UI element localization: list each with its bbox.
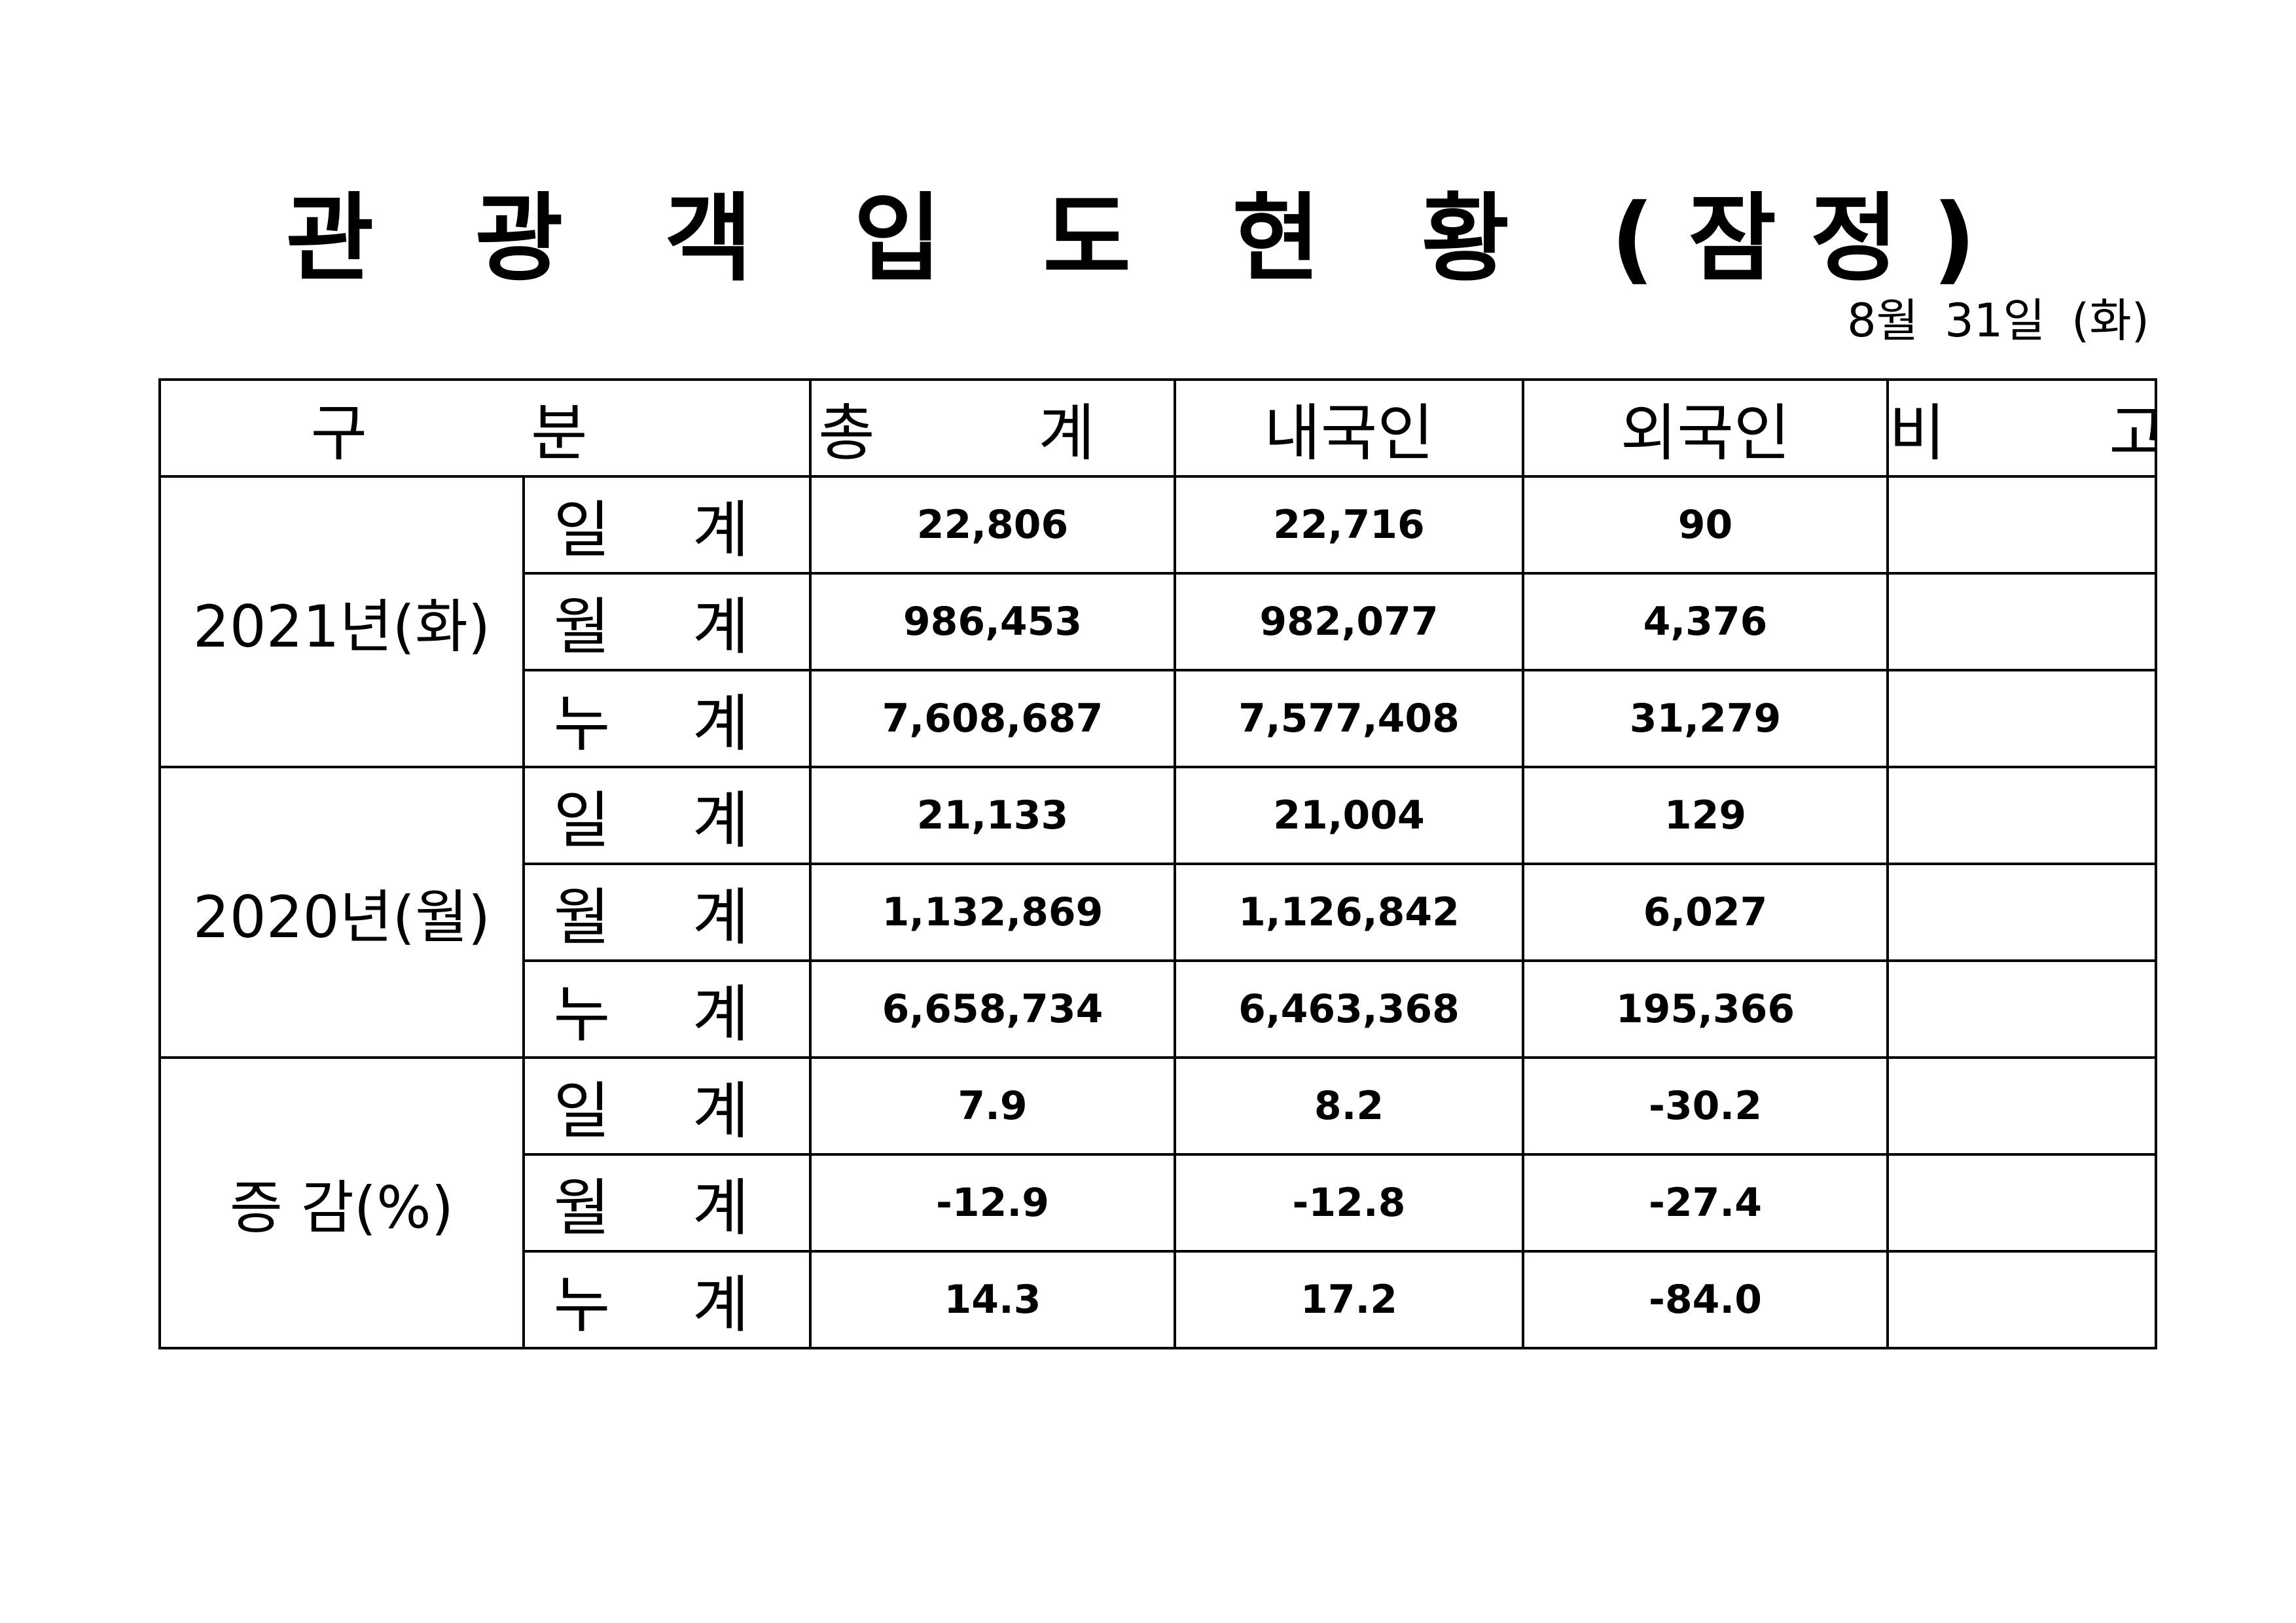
cell-total: 1,132,869 bbox=[809, 863, 1176, 962]
cell-remarks bbox=[1886, 669, 2157, 768]
header-foreign: 외국인 bbox=[1522, 378, 1889, 478]
cell-total: 986,453 bbox=[809, 572, 1176, 671]
row-label: 월 계 bbox=[522, 1153, 812, 1253]
cell-remarks bbox=[1886, 475, 2157, 575]
cell-domestic: 982,077 bbox=[1174, 572, 1524, 671]
header-remarks: 비 고 bbox=[1886, 378, 2157, 478]
group-label-2021: 2021년(화) bbox=[158, 475, 525, 768]
cell-remarks bbox=[1886, 766, 2157, 865]
cell-total: 22,806 bbox=[809, 475, 1176, 575]
header-total: 총 계 bbox=[809, 378, 1176, 478]
table-row: 월 계 986,453 982,077 4,376 bbox=[160, 572, 2157, 671]
row-label: 월 계 bbox=[522, 863, 812, 962]
cell-total: 6,658,734 bbox=[809, 959, 1176, 1059]
row-label: 일 계 bbox=[522, 475, 812, 575]
cell-domestic: 1,126,842 bbox=[1174, 863, 1524, 962]
table-row: 누 계 14.3 17.2 -84.0 bbox=[160, 1250, 2157, 1349]
cell-foreign: -30.2 bbox=[1522, 1056, 1889, 1156]
cell-remarks bbox=[1886, 863, 2157, 962]
cell-total: 14.3 bbox=[809, 1250, 1176, 1349]
cell-domestic: 7,577,408 bbox=[1174, 669, 1524, 768]
header-row: 구 분 총 계 내국인 외국인 비 고 bbox=[158, 378, 2157, 478]
table-row: 2020년(월) 일 계 21,133 21,004 129 bbox=[158, 766, 2157, 1059]
row-label: 월 계 bbox=[522, 572, 812, 671]
header-domestic: 내국인 bbox=[1174, 378, 1524, 478]
cell-total: 7,608,687 bbox=[809, 669, 1176, 768]
row-label: 누 계 bbox=[522, 959, 812, 1059]
row-label: 일 계 bbox=[522, 1056, 812, 1156]
cell-remarks bbox=[1886, 1153, 2157, 1253]
cell-remarks bbox=[1886, 1250, 2157, 1349]
row-label: 누 계 bbox=[522, 1250, 812, 1349]
tourist-arrivals-table: 구 분 총 계 내국인 외국인 비 고 2021년(화) 일 계 22,806 … bbox=[158, 378, 2157, 1349]
cell-remarks bbox=[1886, 572, 2157, 671]
page-title: 관 광 객 입 도 현 황 (잠정) bbox=[285, 183, 2011, 294]
cell-domestic: 21,004 bbox=[1174, 766, 1524, 865]
cell-foreign: 90 bbox=[1522, 475, 1889, 575]
cell-foreign: 195,366 bbox=[1522, 959, 1889, 1059]
report-date: 8월 31일 (화) bbox=[1847, 294, 2149, 348]
table-row: 월 계 1,132,869 1,126,842 6,027 bbox=[160, 863, 2157, 962]
row-label: 일 계 bbox=[522, 766, 812, 865]
cell-foreign: -84.0 bbox=[1522, 1250, 1889, 1349]
cell-domestic: 6,463,368 bbox=[1174, 959, 1524, 1059]
cell-total: 21,133 bbox=[809, 766, 1176, 865]
cell-remarks bbox=[1886, 959, 2157, 1059]
cell-foreign: 31,279 bbox=[1522, 669, 1889, 768]
table-row: 2021년(화) 일 계 22,806 22,716 90 bbox=[158, 475, 2157, 768]
cell-domestic: -12.8 bbox=[1174, 1153, 1524, 1253]
cell-remarks bbox=[1886, 1056, 2157, 1156]
cell-domestic: 8.2 bbox=[1174, 1056, 1524, 1156]
group-label-2020: 2020년(월) bbox=[158, 766, 525, 1059]
cell-total: 7.9 bbox=[809, 1056, 1176, 1156]
cell-total: -12.9 bbox=[809, 1153, 1176, 1253]
table-row: 누 계 6,658,734 6,463,368 195,366 bbox=[160, 959, 2157, 1059]
header-category: 구 분 bbox=[158, 378, 812, 478]
cell-domestic: 17.2 bbox=[1174, 1250, 1524, 1349]
cell-foreign: 129 bbox=[1522, 766, 1889, 865]
row-label: 누 계 bbox=[522, 669, 812, 768]
cell-foreign: -27.4 bbox=[1522, 1153, 1889, 1253]
cell-foreign: 6,027 bbox=[1522, 863, 1889, 962]
table-row: 월 계 -12.9 -12.8 -27.4 bbox=[160, 1153, 2157, 1253]
table-row: 누 계 7,608,687 7,577,408 31,279 bbox=[160, 669, 2157, 768]
group-label-change: 증 감(%) bbox=[158, 1056, 525, 1349]
table-row: 증 감(%) 일 계 7.9 8.2 -30.2 bbox=[158, 1056, 2157, 1349]
cell-foreign: 4,376 bbox=[1522, 572, 1889, 671]
cell-domestic: 22,716 bbox=[1174, 475, 1524, 575]
